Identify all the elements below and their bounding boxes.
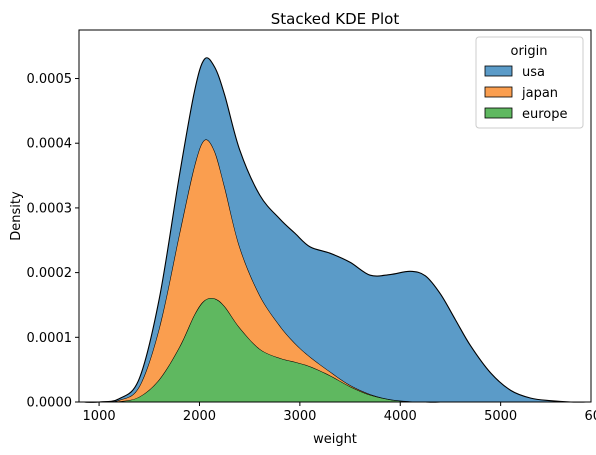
y-tick-label: 0.0004 xyxy=(27,137,73,152)
x-tick-label: 1000 xyxy=(83,409,116,424)
y-tick-label: 0.0001 xyxy=(27,331,73,346)
x-tick-label: 6000 xyxy=(584,409,596,424)
legend: origin usa japan europe xyxy=(475,36,584,129)
area-japan xyxy=(84,139,586,403)
area-usa xyxy=(84,57,586,403)
plot-frame xyxy=(78,29,592,403)
legend-box xyxy=(475,36,584,129)
x-tick-label: 2000 xyxy=(183,409,216,424)
legend-label-usa: usa xyxy=(522,65,545,80)
x-axis: 1000 2000 3000 4000 5000 6000 xyxy=(83,402,596,424)
y-tick-label: 0.0005 xyxy=(27,72,73,87)
x-tick-label: 4000 xyxy=(384,409,417,424)
y-axis-label: Density xyxy=(9,191,24,241)
legend-swatch-europe xyxy=(484,107,513,119)
x-tick-label: 5000 xyxy=(484,409,517,424)
y-tick-label: 0.0000 xyxy=(27,396,73,411)
area-outline-usa xyxy=(84,57,586,403)
y-tick-label: 0.0003 xyxy=(27,201,73,216)
y-axis: 0.0000 0.0001 0.0002 0.0003 0.0004 0.0005 xyxy=(27,72,79,411)
y-tick-label: 0.0002 xyxy=(27,266,73,281)
legend-swatch-usa xyxy=(484,65,513,77)
chart-title: Stacked KDE Plot xyxy=(271,10,400,28)
x-axis-label: weight xyxy=(313,432,357,447)
legend-swatch-japan xyxy=(484,86,513,98)
legend-title: origin xyxy=(510,44,547,59)
stacked-areas xyxy=(84,57,586,403)
legend-label-japan: japan xyxy=(521,86,558,101)
x-tick-label: 3000 xyxy=(283,409,316,424)
area-europe xyxy=(84,297,586,403)
legend-label-europe: europe xyxy=(522,107,568,122)
